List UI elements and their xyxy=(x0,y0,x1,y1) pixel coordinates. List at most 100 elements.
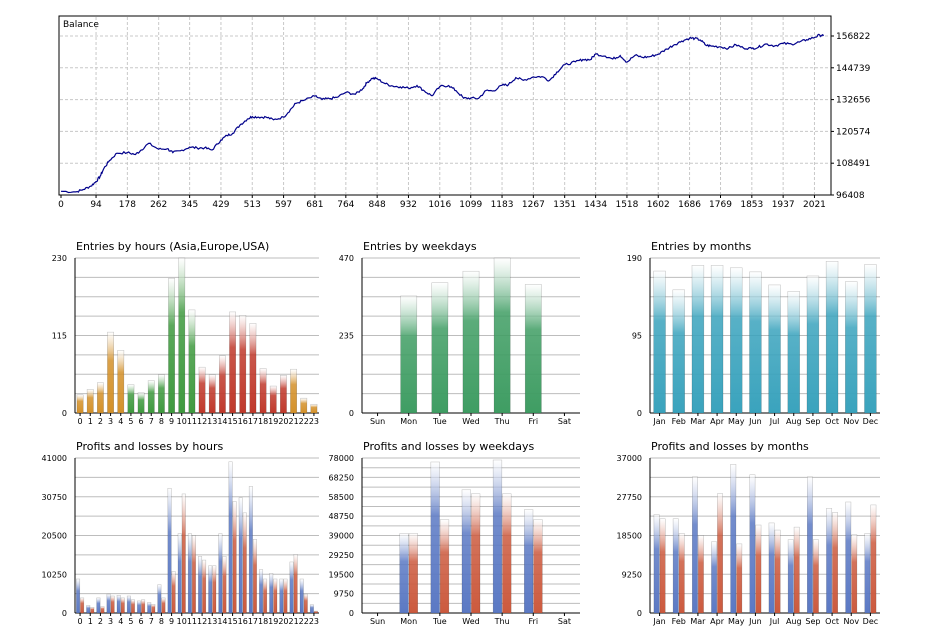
profit-bar xyxy=(167,487,172,614)
profit-bar xyxy=(208,565,213,614)
balance-x-tick-label: 1518 xyxy=(615,200,638,210)
bar xyxy=(493,257,511,414)
panel-x-tick-label: 17 xyxy=(248,417,258,426)
panel-y-tick-label: 0 xyxy=(349,409,354,418)
panel-x-tick-label: 3 xyxy=(108,417,113,426)
panel-x-tick-label: 19 xyxy=(268,617,278,626)
profit-bar xyxy=(461,489,471,614)
panel-y-tick-label: 58500 xyxy=(329,493,354,502)
bar xyxy=(158,374,165,414)
panel-x-tick-label: 8 xyxy=(159,617,164,626)
panel-x-tick-label: Mar xyxy=(690,417,706,426)
balance-x-tick-label: 94 xyxy=(90,200,102,210)
profit-bar xyxy=(492,459,503,614)
entries-hours-title: Entries by hours (Asia,Europe,USA) xyxy=(76,240,269,253)
loss-bar xyxy=(161,597,166,614)
loss-bar xyxy=(202,559,207,614)
loss-bar xyxy=(774,529,781,614)
balance-x-tick-label: 764 xyxy=(337,200,354,210)
panel-y-tick-label: 9250 xyxy=(622,570,642,579)
panel-x-tick-label: May xyxy=(728,617,745,626)
panel-y-tick-label: 68250 xyxy=(329,473,354,482)
bar xyxy=(806,275,820,414)
panel-y-tick-label: 0 xyxy=(637,409,642,418)
balance-x-tick-label: 1183 xyxy=(491,200,514,210)
profit-bar xyxy=(692,476,698,614)
panel-x-tick-label: 18 xyxy=(258,617,268,626)
panel-x-tick-label: Sat xyxy=(558,417,571,426)
profit-bar xyxy=(864,533,871,614)
bar xyxy=(188,309,196,414)
loss-bar xyxy=(232,501,237,614)
loss-bar xyxy=(736,543,743,614)
profit-bar xyxy=(524,509,534,614)
panel-y-tick-label: 0 xyxy=(62,409,67,418)
panel-x-tick-label: Fri xyxy=(529,617,539,626)
profit-bar xyxy=(137,600,142,614)
panel-y-tick-label: 230 xyxy=(52,254,67,263)
panel-x-tick-label: Jan xyxy=(652,417,665,426)
panel-y-tick-label: 30750 xyxy=(42,493,67,502)
panel-x-tick-label: 6 xyxy=(139,417,144,426)
panel-y-tick-label: 10250 xyxy=(42,570,67,579)
bar xyxy=(300,397,308,414)
bar xyxy=(710,265,724,414)
loss-bar xyxy=(870,504,877,614)
loss-bar xyxy=(832,512,839,614)
bar xyxy=(524,284,542,414)
panel-x-tick-label: 11 xyxy=(187,417,197,426)
profit-bar xyxy=(672,518,679,614)
profit-bar xyxy=(157,584,162,614)
balance-x-tick-label: 681 xyxy=(306,200,323,210)
balance-x-tick-label: 429 xyxy=(212,200,229,210)
balance-x-tick-label: 932 xyxy=(400,200,417,210)
panel-x-tick-label: Aug xyxy=(786,617,802,626)
loss-bar xyxy=(313,610,318,614)
panel-x-tick-label: 7 xyxy=(149,617,154,626)
panel-x-tick-label: 23 xyxy=(309,617,319,626)
bar xyxy=(208,374,216,414)
panel-x-tick-label: 18 xyxy=(258,417,268,426)
loss-bar xyxy=(212,565,217,614)
balance-y-tick-label: 96408 xyxy=(836,191,865,201)
panel-x-tick-label: Sun xyxy=(370,617,385,626)
panel-x-tick-label: 2 xyxy=(98,617,103,626)
balance-line xyxy=(60,33,824,194)
panel-y-tick-label: 235 xyxy=(339,332,354,341)
panel-y-tick-label: 0 xyxy=(62,609,67,618)
loss-bar xyxy=(263,578,268,614)
bar xyxy=(198,366,206,414)
panel-x-tick-label: Nov xyxy=(843,617,859,626)
panel-x-tick-label: 2 xyxy=(98,417,103,426)
balance-x-tick-label: 597 xyxy=(275,200,292,210)
profit-bar xyxy=(730,464,737,614)
bar xyxy=(229,311,236,414)
panel-x-tick-label: 12 xyxy=(197,617,207,626)
panel-x-tick-label: 16 xyxy=(238,417,248,426)
bar xyxy=(749,271,762,414)
balance-x-tick-label: 1686 xyxy=(678,200,701,210)
balance-y-tick-label: 108491 xyxy=(836,159,870,169)
balance-x-tick-label: 513 xyxy=(244,200,261,210)
panel-x-tick-label: 21 xyxy=(288,617,298,626)
balance-x-tick-label: 0 xyxy=(58,200,64,210)
bar xyxy=(462,270,480,414)
loss-bar xyxy=(181,493,186,614)
loss-bar xyxy=(659,518,666,614)
profit-bar xyxy=(807,476,813,614)
panel-x-tick-label: 7 xyxy=(149,417,154,426)
pl-months-title: Profits and losses by months xyxy=(651,440,809,453)
panel-x-tick-label: 4 xyxy=(118,617,123,626)
bar xyxy=(219,355,226,414)
balance-x-tick-label: 1016 xyxy=(428,200,451,210)
balance-plot-frame xyxy=(58,15,832,196)
panel-x-tick-label: Tue xyxy=(432,617,447,626)
profit-bar xyxy=(269,573,274,614)
loss-bar xyxy=(100,606,105,614)
panel-x-tick-label: Thu xyxy=(494,417,510,426)
profit-bar xyxy=(96,597,101,614)
loss-bar xyxy=(90,607,95,614)
panel-x-tick-label: 13 xyxy=(207,417,217,426)
bar xyxy=(787,291,800,414)
bar xyxy=(137,392,145,414)
